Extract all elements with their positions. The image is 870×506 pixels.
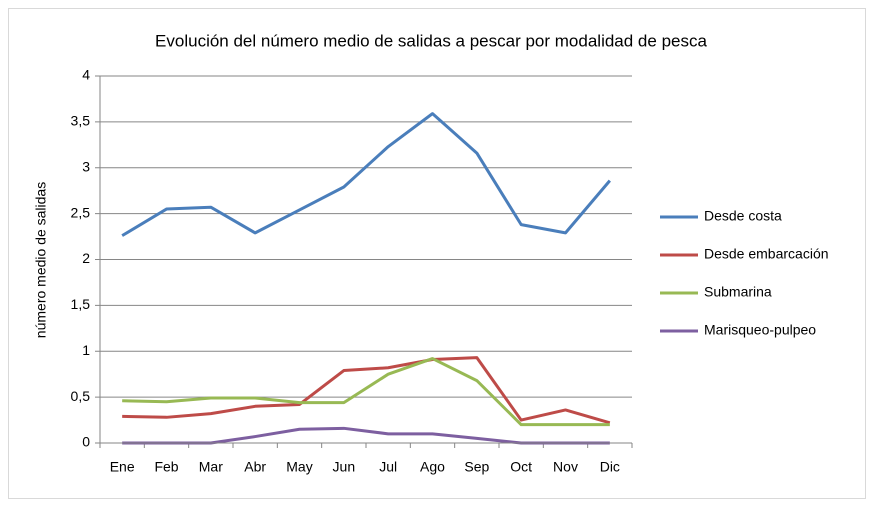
x-tick-label: May (286, 459, 312, 475)
x-tick-label: Ago (420, 459, 445, 475)
x-tick-label: Jul (379, 459, 397, 475)
legend-label: Desde costa (704, 208, 782, 224)
x-tick-label: Jun (333, 459, 356, 475)
series-line (121, 112, 611, 237)
series-line (122, 357, 610, 427)
legend-label: Desde embarcación (704, 246, 829, 262)
series-line (122, 356, 611, 425)
chart-title: Evolución del número medio de salidas a … (155, 31, 707, 50)
y-tick-label: 2 (82, 250, 90, 266)
y-tick-label: 1 (82, 342, 90, 358)
y-tick-label: 3,5 (71, 113, 91, 129)
y-tick-label: 2,5 (71, 204, 91, 220)
y-tick-label: 4 (82, 67, 90, 83)
legend-label: Marisqueo-pulpeo (704, 322, 816, 338)
y-axis-label: número medio de salidas (33, 182, 49, 338)
x-tick-label: Ene (110, 459, 135, 475)
y-tick-label: 1,5 (71, 296, 91, 312)
x-tick-label: Nov (553, 459, 578, 475)
x-tick-label: Sep (464, 459, 489, 475)
y-tick-label: 0 (82, 434, 90, 450)
y-tick-label: 3 (82, 158, 90, 174)
x-tick-label: Oct (510, 459, 532, 475)
x-tick-label: Feb (154, 459, 178, 475)
x-tick-label: Dic (600, 459, 620, 475)
y-tick-label: 0,5 (71, 388, 91, 404)
x-tick-label: Abr (244, 459, 266, 475)
legend-label: Submarina (704, 284, 772, 300)
x-tick-label: Mar (199, 459, 223, 475)
